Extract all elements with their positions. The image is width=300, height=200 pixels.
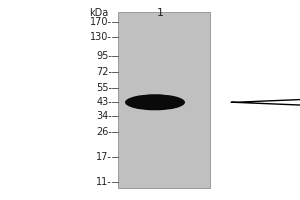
- Ellipse shape: [142, 99, 169, 106]
- Ellipse shape: [131, 96, 179, 109]
- Text: 26-: 26-: [96, 127, 112, 137]
- Text: 17-: 17-: [96, 152, 112, 162]
- Text: 170-: 170-: [90, 17, 112, 27]
- Ellipse shape: [139, 98, 172, 107]
- Text: 130-: 130-: [90, 32, 112, 42]
- Ellipse shape: [143, 99, 167, 106]
- Ellipse shape: [136, 97, 175, 108]
- Ellipse shape: [128, 95, 182, 110]
- Text: 95-: 95-: [96, 51, 112, 61]
- Ellipse shape: [134, 97, 176, 108]
- Ellipse shape: [151, 101, 160, 104]
- Ellipse shape: [149, 101, 161, 104]
- Ellipse shape: [133, 96, 178, 108]
- Ellipse shape: [127, 95, 184, 110]
- Ellipse shape: [137, 98, 173, 107]
- Text: kDa: kDa: [89, 8, 108, 18]
- Ellipse shape: [140, 98, 170, 106]
- Bar: [118, 12, 210, 188]
- Ellipse shape: [146, 100, 164, 105]
- Text: 43-: 43-: [96, 97, 112, 107]
- Ellipse shape: [130, 96, 181, 109]
- Text: 11-: 11-: [96, 177, 112, 187]
- Text: 72-: 72-: [96, 67, 112, 77]
- Text: 34-: 34-: [96, 111, 112, 121]
- Text: 55-: 55-: [96, 83, 112, 93]
- Ellipse shape: [145, 100, 166, 105]
- Ellipse shape: [148, 100, 163, 104]
- Text: 1: 1: [157, 8, 164, 18]
- Ellipse shape: [152, 102, 158, 103]
- Ellipse shape: [125, 94, 185, 110]
